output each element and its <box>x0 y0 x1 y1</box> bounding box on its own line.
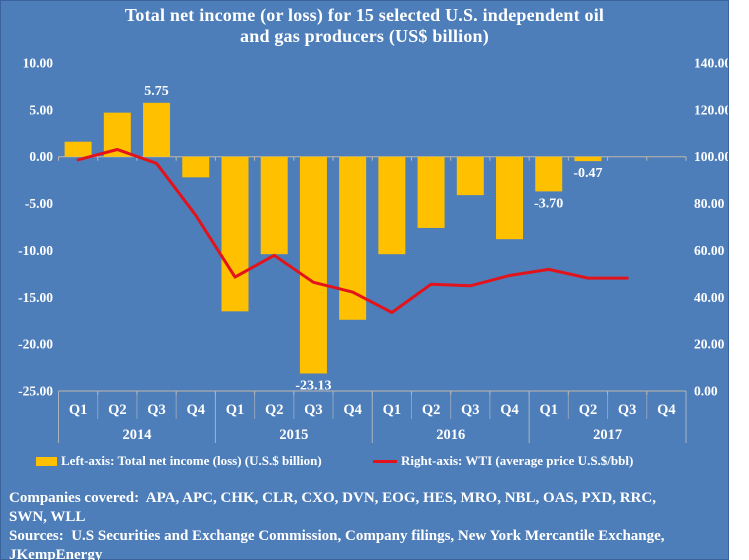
quarter-label: Q2 <box>108 402 127 418</box>
bar-Q4-2016 <box>496 156 524 240</box>
sources-line2: JKempEnergy <box>9 547 103 560</box>
quarter-label: Q4 <box>500 402 519 418</box>
left-axis-tick-label: -25.00 <box>18 384 53 399</box>
right-axis-tick-label: 140.00 <box>694 56 728 71</box>
line-swatch <box>373 459 397 463</box>
quarter-label: Q3 <box>304 402 323 418</box>
left-axis-tick-label: -5.00 <box>25 196 53 211</box>
wti-price-line <box>76 148 629 314</box>
chart-footnotes: Companies covered: APA, APC, CHK, CLR, C… <box>9 489 723 560</box>
companies-covered-line2: SWN, WLL <box>9 509 86 525</box>
bar-Q1-2017 <box>535 156 563 192</box>
quarter-label: Q2 <box>265 402 284 418</box>
legend-item-net-income: Left-axis: Total net income (loss) (U.S.… <box>36 453 322 469</box>
left-axis-tick-label: -10.00 <box>18 243 53 258</box>
bar-Q4-2014 <box>182 156 210 178</box>
legend-label-net-income: Left-axis: Total net income (loss) (U.S.… <box>61 453 322 468</box>
right-axis-tick-label: 40.00 <box>694 290 725 305</box>
year-label: 2014 <box>122 427 151 443</box>
chart-legend: Left-axis: Total net income (loss) (U.S.… <box>1 453 728 475</box>
data-label--3.70: -3.70 <box>534 196 563 211</box>
bar-swatch <box>36 456 57 466</box>
companies-covered-line1: Companies covered: APA, APC, CHK, CLR, C… <box>9 490 656 506</box>
quarter-label: Q1 <box>226 402 245 418</box>
bar-Q3-2016 <box>456 156 484 196</box>
chart-title-line1: Total net income (or loss) for 15 select… <box>124 5 605 25</box>
sources-line1: Sources: U.S Securities and Exchange Com… <box>9 528 665 544</box>
bar-Q3-2014 <box>143 102 171 157</box>
quarter-label: Q3 <box>618 402 637 418</box>
left-axis-tick-label: 10.00 <box>23 56 54 71</box>
bar-Q2-2016 <box>417 156 445 228</box>
quarter-label: Q2 <box>579 402 598 418</box>
left-axis-tick-label: 5.00 <box>29 102 53 117</box>
bar-Q2-2015 <box>260 156 288 255</box>
right-axis-tick-label: 100.00 <box>694 149 728 164</box>
data-label-5.75: 5.75 <box>144 84 169 99</box>
quarter-label: Q1 <box>383 402 402 418</box>
right-axis-tick-label: 20.00 <box>694 337 725 352</box>
chart-panel: Total net income (or loss) for 15 select… <box>0 0 729 560</box>
bar-Q2-2017 <box>574 156 602 162</box>
combo-chart: 5.75 -23.13 -3.70 -0.47 10.00 5.00 0.00 -5.00 -1… <box>18 56 728 443</box>
quarter-label: Q3 <box>147 402 166 418</box>
left-axis-tick-label: 0.00 <box>29 149 53 164</box>
right-axis-tick-label: 0.00 <box>694 384 718 399</box>
bar-Q1-2016 <box>378 156 406 255</box>
left-axis-tick-label: -15.00 <box>18 290 53 305</box>
year-label: 2015 <box>279 427 308 443</box>
year-label: 2016 <box>436 427 465 443</box>
quarter-label: Q4 <box>657 402 676 418</box>
right-axis-tick-label: 60.00 <box>694 243 725 258</box>
quarter-label: Q3 <box>461 402 480 418</box>
bar-Q1-2014 <box>64 141 92 157</box>
left-axis-tick-label: -20.00 <box>18 337 53 352</box>
legend-item-wti: Right-axis: WTI (average price U.S.$/bbl… <box>373 453 633 469</box>
quarter-label: Q4 <box>343 402 362 418</box>
quarter-label: Q4 <box>187 402 206 418</box>
legend-label-wti: Right-axis: WTI (average price U.S.$/bbl… <box>401 453 634 468</box>
bar-Q1-2015 <box>221 156 249 312</box>
bar-Q4-2015 <box>339 156 367 320</box>
quarter-label: Q1 <box>69 402 88 418</box>
quarter-label: Q2 <box>422 402 441 418</box>
data-label--23.13: -23.13 <box>295 378 331 393</box>
chart-title-line2: and gas producers (US$ billion) <box>240 26 489 46</box>
data-label--0.47: -0.47 <box>573 166 602 181</box>
quarter-label: Q1 <box>539 402 558 418</box>
chart-title: Total net income (or loss) for 15 select… <box>1 5 728 47</box>
right-axis-tick-label: 80.00 <box>694 196 725 211</box>
year-label: 2017 <box>593 427 622 443</box>
right-axis-tick-label: 120.00 <box>694 102 728 117</box>
bar-Q3-2015 <box>299 156 327 374</box>
